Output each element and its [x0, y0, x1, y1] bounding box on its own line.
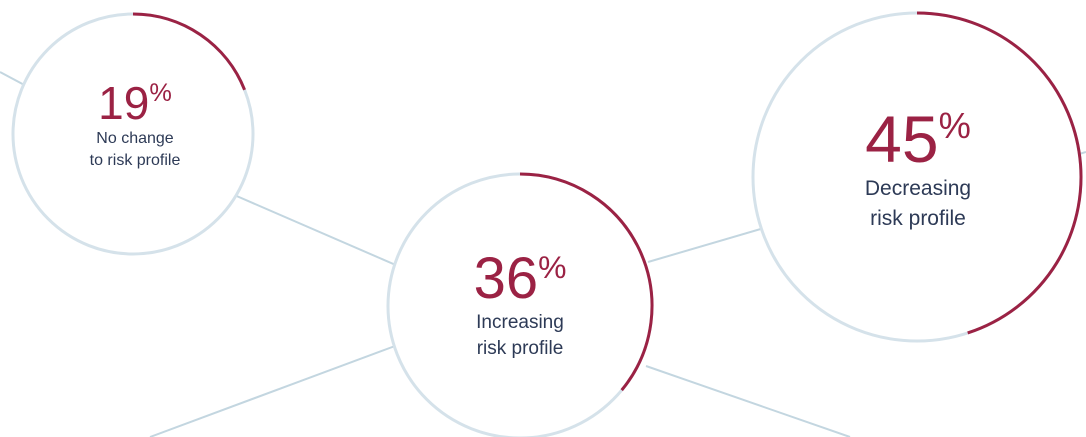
slice-value-no-change-number: 19	[98, 77, 150, 129]
percent-sign: %	[149, 79, 172, 108]
slice-label-increasing-line1: Increasing	[476, 312, 564, 333]
slice-label-no-change: 19% No change to risk profile	[55, 80, 215, 172]
slice-label-decreasing-line2: risk profile	[870, 207, 966, 230]
slice-value-increasing: 36%	[440, 250, 600, 308]
slice-label-decreasing: 45% Decreasing risk profile	[818, 106, 1018, 234]
slice-label-increasing-line2: risk profile	[476, 338, 564, 359]
slice-label-no-change-line1: No change	[96, 130, 174, 147]
arc-increasing	[519, 172, 654, 392]
slice-value-no-change: 19%	[55, 80, 215, 126]
connector-line-lower-left	[149, 345, 396, 437]
slice-value-increasing-number: 36	[473, 246, 539, 311]
slice-label-no-change-line2: to risk profile	[89, 152, 181, 169]
percent-sign: %	[938, 104, 971, 146]
connector-line-no-change-to-increasing	[231, 193, 399, 267]
connector-line-lower-right	[645, 365, 851, 437]
connector-line-increasing-to-decreasing	[647, 227, 765, 263]
slice-value-decreasing-number: 45	[865, 102, 939, 176]
slice-label-decreasing-line1: Decreasing	[864, 177, 972, 200]
slice-value-decreasing: 45%	[818, 106, 1018, 172]
arc-no-change	[132, 12, 246, 91]
arc-decreasing	[916, 11, 1083, 335]
percent-sign: %	[538, 248, 567, 285]
slice-label-increasing: 36% Increasing risk profile	[440, 250, 600, 362]
